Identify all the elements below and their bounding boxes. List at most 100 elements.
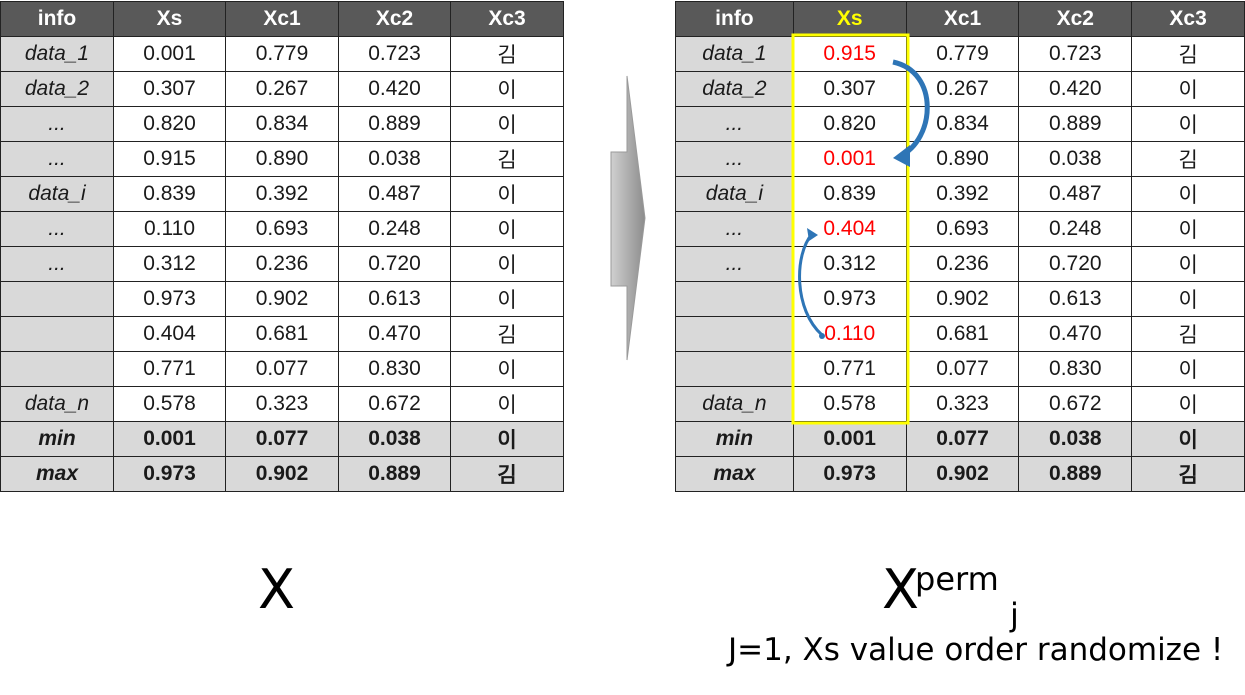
value-cell-xs: 0.839	[113, 176, 226, 212]
value-cell-xc3: 이	[450, 386, 564, 422]
value-cell-xs: 0.312	[792, 246, 907, 282]
header-xc2: Xc2	[338, 1, 451, 37]
original-table: info Xs Xc1 Xc2 Xc3 data_1 0.001 0.779 0.72…	[0, 1, 564, 492]
value-cell-xc2: 0.672	[1018, 386, 1133, 422]
value-cell-xc3: 이	[1131, 211, 1245, 247]
row-label-cell	[0, 316, 114, 352]
value-cell-xc2: 0.038	[1018, 141, 1133, 177]
max-label-cell: max	[0, 456, 114, 492]
table-row: data_n 0.578 0.323 0.672 이	[0, 386, 564, 422]
row-label-cell: ...	[675, 211, 794, 247]
table-row: 0.973 0.902 0.613 이	[675, 281, 1245, 317]
table-row: ... 0.001 0.890 0.038 김	[675, 141, 1245, 177]
table-row: 0.771 0.077 0.830 이	[675, 351, 1245, 387]
value-cell-xc2: 0.889	[338, 106, 451, 142]
value-cell-xc1: 0.890	[225, 141, 339, 177]
max-value-xc1: 0.902	[905, 456, 1020, 492]
value-cell-xs: 0.820	[113, 106, 226, 142]
value-cell-xc2: 0.487	[338, 176, 451, 212]
max-row: max 0.973 0.902 0.889 김	[0, 456, 564, 492]
min-value-xc1: 0.077	[225, 421, 339, 457]
table-row: data_1 0.915 0.779 0.723 김	[675, 36, 1245, 72]
value-cell-xc1: 0.834	[225, 106, 339, 142]
row-label-cell: data_2	[0, 71, 114, 107]
value-cell-xc3: 이	[450, 106, 564, 142]
value-cell-xc1: 0.779	[905, 36, 1020, 72]
value-cell-xc2: 0.830	[338, 351, 451, 387]
value-cell-xc2: 0.248	[1018, 211, 1133, 247]
header-info: info	[675, 1, 794, 37]
value-cell-xs: 0.578	[792, 386, 907, 422]
value-cell-xc3: 이	[450, 176, 564, 212]
value-cell-xs: 0.839	[792, 176, 907, 212]
row-label-cell: data_2	[675, 71, 794, 107]
permuted-matrix-subscript: j	[1010, 596, 1019, 634]
row-label-cell	[675, 316, 794, 352]
table-row: ... 0.404 0.693 0.248 이	[675, 211, 1245, 247]
value-cell-xs: 0.820	[792, 106, 907, 142]
row-label-cell	[675, 351, 794, 387]
value-cell-xc3: 이	[1131, 106, 1245, 142]
table-row: data_i 0.839 0.392 0.487 이	[675, 176, 1245, 212]
max-value-xc3: 김	[1131, 456, 1245, 492]
value-cell-xc2: 0.720	[1018, 246, 1133, 282]
header-xc3: Xc3	[450, 1, 564, 37]
value-cell-xc2: 0.723	[338, 36, 451, 72]
row-label-cell: data_i	[675, 176, 794, 212]
row-label-cell: data_1	[0, 36, 114, 72]
value-cell-xc2: 0.889	[1018, 106, 1133, 142]
row-label-cell: data_n	[675, 386, 794, 422]
value-cell-xs: 0.771	[792, 351, 907, 387]
value-cell-xc3: 김	[450, 316, 564, 352]
table-row: ... 0.110 0.693 0.248 이	[0, 211, 564, 247]
value-cell-xc1: 0.077	[905, 351, 1020, 387]
value-cell-xs: 0.404	[113, 316, 226, 352]
min-label-cell: min	[0, 421, 114, 457]
value-cell-xc2: 0.613	[1018, 281, 1133, 317]
row-label-cell: data_i	[0, 176, 114, 212]
value-cell-xc3: 이	[450, 211, 564, 247]
value-cell-xc1: 0.236	[225, 246, 339, 282]
min-value-xc2: 0.038	[1018, 421, 1133, 457]
table-row: data_1 0.001 0.779 0.723 김	[0, 36, 564, 72]
permuted-table: info Xs Xc1 Xc2 Xc3 data_1 0.915 0.779 0.72…	[675, 1, 1245, 492]
row-label-cell: ...	[0, 246, 114, 282]
value-cell-xc2: 0.470	[338, 316, 451, 352]
value-cell-xs: 0.404	[792, 211, 907, 247]
header-xc3: Xc3	[1131, 1, 1245, 37]
table-row: data_i 0.839 0.392 0.487 이	[0, 176, 564, 212]
table-row: data_2 0.307 0.267 0.420 이	[0, 71, 564, 107]
header-xc1: Xc1	[905, 1, 1020, 37]
value-cell-xc1: 0.693	[905, 211, 1020, 247]
value-cell-xs: 0.578	[113, 386, 226, 422]
max-value-xs: 0.973	[792, 456, 907, 492]
row-label-cell	[0, 281, 114, 317]
row-label-cell: ...	[675, 141, 794, 177]
row-label-cell: ...	[675, 246, 794, 282]
value-cell-xs: 0.001	[113, 36, 226, 72]
table-row: 0.973 0.902 0.613 이	[0, 281, 564, 317]
value-cell-xs: 0.915	[113, 141, 226, 177]
value-cell-xc1: 0.693	[225, 211, 339, 247]
table-row: data_n 0.578 0.323 0.672 이	[675, 386, 1245, 422]
original-matrix-label: X	[258, 558, 295, 621]
table-row: ... 0.312 0.236 0.720 이	[0, 246, 564, 282]
row-label-cell	[675, 281, 794, 317]
value-cell-xc1: 0.267	[225, 71, 339, 107]
value-cell-xs: 0.110	[792, 316, 907, 352]
value-cell-xs: 0.001	[792, 141, 907, 177]
value-cell-xc3: 김	[450, 141, 564, 177]
value-cell-xc3: 김	[1131, 316, 1245, 352]
table-row: data_2 0.307 0.267 0.420 이	[675, 71, 1245, 107]
row-label-cell: ...	[0, 106, 114, 142]
table-row: 0.110 0.681 0.470 김	[675, 316, 1245, 352]
header-row: info Xs Xc1 Xc2 Xc3	[675, 1, 1245, 37]
value-cell-xc2: 0.830	[1018, 351, 1133, 387]
header-xs-highlighted: Xs	[792, 1, 907, 37]
value-cell-xc2: 0.723	[1018, 36, 1133, 72]
value-cell-xc2: 0.672	[338, 386, 451, 422]
row-label-cell: data_1	[675, 36, 794, 72]
value-cell-xc2: 0.470	[1018, 316, 1133, 352]
value-cell-xc3: 이	[1131, 386, 1245, 422]
value-cell-xs: 0.110	[113, 211, 226, 247]
